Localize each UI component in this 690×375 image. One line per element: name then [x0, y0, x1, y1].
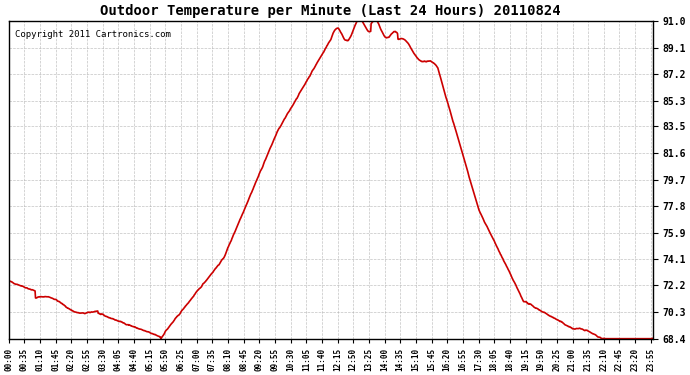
Title: Outdoor Temperature per Minute (Last 24 Hours) 20110824: Outdoor Temperature per Minute (Last 24 …	[100, 4, 561, 18]
Text: Copyright 2011 Cartronics.com: Copyright 2011 Cartronics.com	[15, 30, 171, 39]
